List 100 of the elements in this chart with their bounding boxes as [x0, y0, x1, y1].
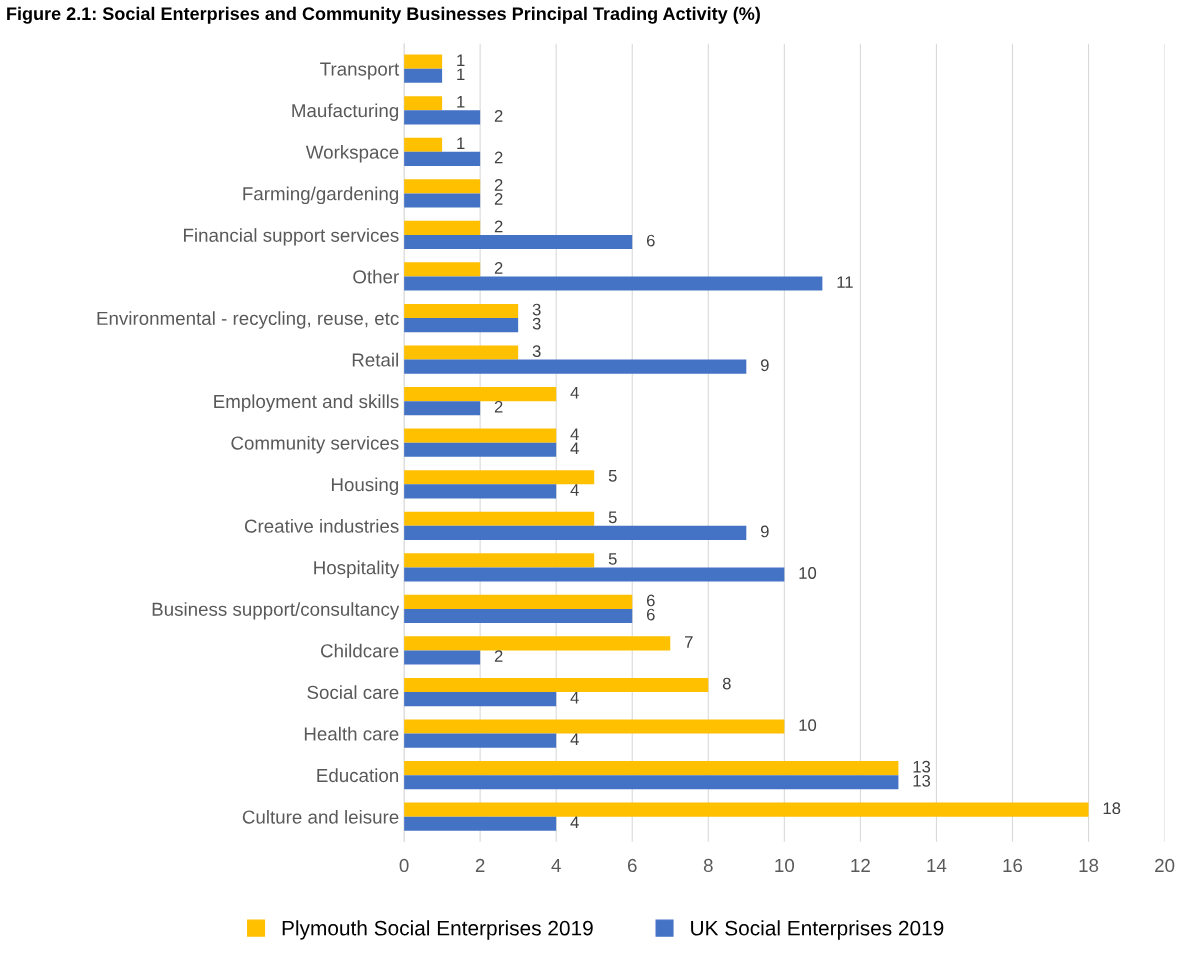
bar: [404, 484, 557, 499]
bar: [404, 318, 519, 333]
data-label: 8: [722, 677, 731, 690]
bar: [404, 345, 519, 360]
y-tick-label: Business support/consultancy: [152, 602, 400, 620]
bar: [404, 54, 443, 69]
bar: [404, 525, 747, 540]
x-tick-label: 6: [627, 858, 637, 873]
data-label: 7: [685, 636, 693, 648]
y-tick-label: Culture and leisure: [242, 809, 399, 824]
x-tick-label: 16: [1003, 858, 1023, 873]
data-label: 5: [608, 553, 617, 565]
bar: [404, 608, 633, 624]
data-label: 1: [457, 137, 465, 150]
data-label: 10: [799, 719, 817, 732]
bar: [404, 220, 481, 235]
bar: [404, 650, 481, 665]
bar: [404, 303, 519, 319]
bar: [404, 636, 671, 651]
y-tick-label: Other: [353, 269, 399, 284]
y-tick-label: Education: [317, 768, 399, 783]
x-tick-label: 12: [851, 858, 870, 872]
data-label: 4: [570, 428, 579, 440]
bar: [404, 594, 633, 609]
bar: [404, 110, 481, 125]
y-tick-label: Transport: [320, 62, 400, 80]
bar: [404, 193, 481, 208]
bar: [404, 733, 557, 748]
y-tick-label: Health care: [304, 726, 399, 741]
y-tick-label: Financial support services: [184, 228, 399, 246]
y-tick-label: Environmental - recycling, reuse, etc: [97, 311, 399, 329]
bar: [404, 677, 709, 693]
bar: [404, 276, 823, 291]
bar: [404, 816, 557, 831]
x-tick-label: 18: [1079, 858, 1099, 873]
data-label: 2: [494, 193, 503, 205]
y-tick-label: Creative industries: [244, 519, 399, 533]
data-label: 9: [760, 359, 769, 372]
data-label: 4: [570, 484, 579, 496]
data-label: 2: [494, 650, 503, 662]
bar: [404, 719, 785, 734]
data-label: 3: [532, 317, 541, 330]
bar: [404, 442, 557, 457]
chart-title: Figure 2.1: Social Enterprises and Community Businesses Principal Trading Activity (%): [7, 6, 760, 24]
data-label: 3: [532, 303, 541, 316]
bar: [404, 359, 747, 374]
data-label: 2: [494, 400, 503, 413]
bar: [404, 470, 595, 485]
bar: [404, 151, 481, 166]
data-label: 6: [646, 608, 655, 621]
data-label: 5: [608, 470, 617, 482]
data-label: 2: [494, 220, 503, 233]
bar: [404, 179, 481, 194]
bar: [404, 68, 443, 83]
y-tick-label: Housing: [331, 477, 399, 495]
data-label: 6: [646, 234, 655, 247]
data-label: 4: [570, 386, 579, 399]
bar: [404, 234, 633, 250]
data-label: 3: [532, 345, 541, 358]
data-label: 4: [570, 691, 579, 704]
bar: [404, 262, 481, 277]
y-tick-label: Childcare: [320, 643, 399, 658]
data-label: 2: [494, 178, 503, 191]
data-label: 9: [760, 525, 769, 538]
bar: [404, 553, 595, 568]
data-label: 6: [646, 594, 655, 607]
data-label: 4: [570, 442, 579, 455]
x-tick-label: 2: [475, 858, 485, 872]
bar: [404, 137, 443, 152]
x-tick-label: 8: [703, 858, 713, 873]
data-label: 10: [799, 567, 817, 579]
data-label: 13: [913, 774, 931, 787]
y-tick-label: Farming/gardening: [243, 186, 399, 205]
data-label: 18: [1103, 802, 1121, 815]
data-label: 5: [608, 511, 617, 524]
legend-label: Plymouth Social Enterprises 2019: [282, 920, 593, 940]
x-tick-label: 14: [927, 859, 947, 872]
y-tick-label: Retail: [352, 352, 398, 367]
bar: [404, 692, 557, 707]
bar: [404, 428, 557, 443]
y-tick-label: Social care: [307, 685, 399, 700]
bar: [404, 511, 595, 526]
data-label: 1: [457, 68, 465, 81]
y-tick-label: Employment and skills: [214, 394, 399, 412]
bar: [404, 761, 899, 776]
x-tick-label: 0: [399, 858, 409, 873]
y-tick-label: Workspace: [305, 145, 399, 163]
bar: [404, 775, 899, 790]
data-label: 13: [913, 760, 931, 773]
data-label: 1: [457, 96, 465, 108]
data-label: 2: [494, 151, 503, 164]
legend-label: UK Social Enterprises 2019: [691, 920, 944, 940]
x-tick-label: 20: [1155, 858, 1175, 873]
bar: [404, 802, 1089, 817]
bar: [404, 96, 443, 111]
y-tick-label: Maufacturing: [292, 103, 399, 121]
y-tick-label: Community services: [231, 435, 399, 454]
bar: [404, 387, 557, 402]
y-tick-label: Hospitality: [314, 560, 400, 579]
bar: [404, 401, 481, 416]
